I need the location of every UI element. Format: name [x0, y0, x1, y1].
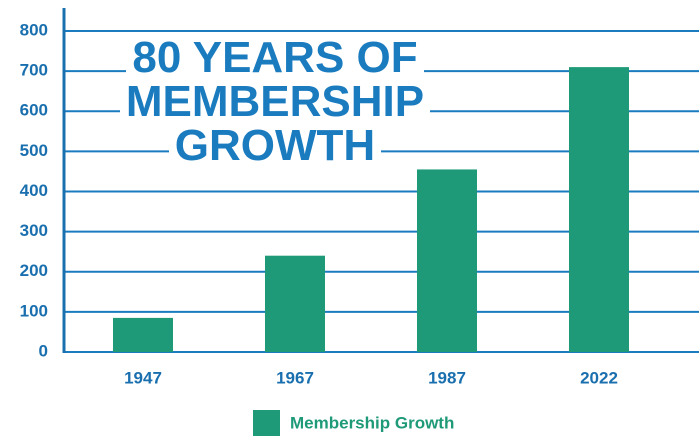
- bar: [113, 318, 173, 352]
- x-tick-label: 1987: [428, 368, 466, 387]
- y-tick-label: 100: [20, 301, 48, 320]
- page: 0 100 200 300 400 500 600 700 800 1947 1967 1987 202…: [0, 0, 699, 436]
- y-tick-label: 300: [20, 221, 48, 240]
- bar: [417, 169, 477, 352]
- y-tick-label: 800: [20, 20, 48, 39]
- legend-label: Membership Growth: [290, 413, 454, 432]
- x-tick-label: 1967: [276, 368, 314, 387]
- x-tick-label: 2022: [580, 368, 618, 387]
- bar: [265, 256, 325, 352]
- chart-title-box: 80 YEARS OF MEMBERSHIP GROWTH: [100, 36, 450, 168]
- y-tick-label: 0: [39, 341, 48, 360]
- bar: [569, 67, 629, 352]
- y-tick-label: 500: [20, 141, 48, 160]
- legend-swatch: [253, 410, 280, 436]
- y-tick-label: 600: [20, 101, 48, 120]
- y-tick-label: 400: [20, 181, 48, 200]
- x-tick-label: 1947: [124, 368, 162, 387]
- chart-title: 80 YEARS OF MEMBERSHIP GROWTH: [120, 33, 430, 170]
- y-tick-label: 200: [20, 261, 48, 280]
- y-tick-label: 700: [20, 61, 48, 80]
